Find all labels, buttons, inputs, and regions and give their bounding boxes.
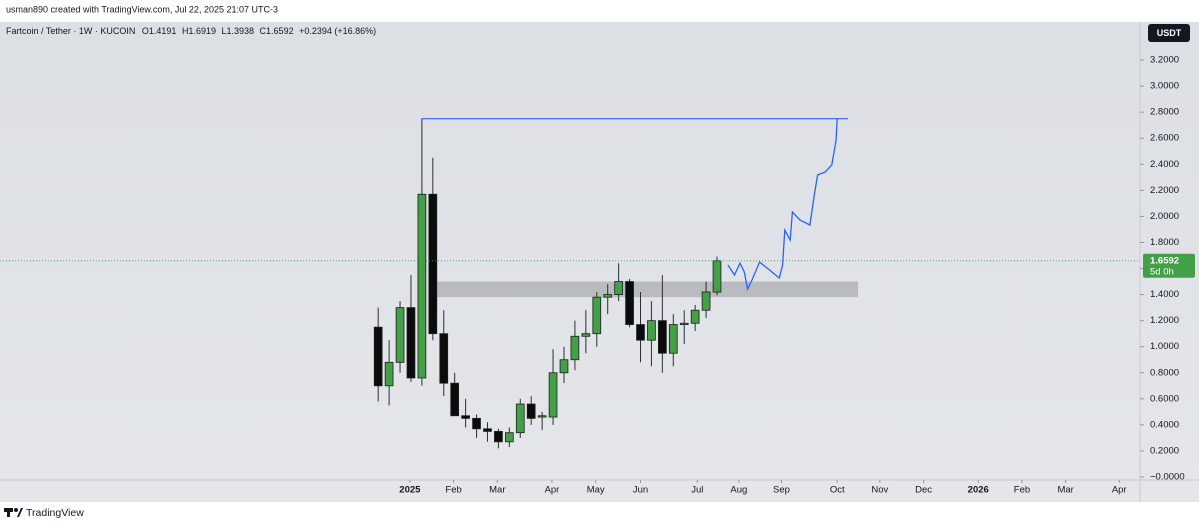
y-tick-label: 2.8000 xyxy=(1150,107,1179,118)
y-tick-label: 2.0000 xyxy=(1150,211,1179,222)
candle-body xyxy=(592,296,602,335)
candle-body xyxy=(406,307,416,379)
attribution: usman890 created with TradingView.com, J… xyxy=(6,4,278,14)
x-tick-label: Apr xyxy=(545,485,560,496)
x-tick-label: Aug xyxy=(730,485,747,496)
x-tick-label: Mar xyxy=(489,485,505,496)
candle-body xyxy=(373,326,383,387)
candle-body xyxy=(581,333,591,337)
candle-body xyxy=(701,291,711,311)
x-tick-label: 2025 xyxy=(399,485,421,496)
ohlc-low: L1.3938 xyxy=(221,26,254,36)
candle-body xyxy=(559,359,569,374)
footer-brand: TradingView xyxy=(26,507,84,519)
candle-body xyxy=(548,372,558,418)
last-price-label: 1.6592 xyxy=(1150,255,1179,266)
candle-body xyxy=(472,417,481,430)
y-tick-label: 2.4000 xyxy=(1150,159,1179,170)
currency-button[interactable] xyxy=(1148,24,1190,42)
x-tick-label: Nov xyxy=(871,485,888,496)
x-tick-label: Jun xyxy=(633,485,648,496)
candle-body xyxy=(439,333,449,384)
currency-button-label[interactable]: USDT xyxy=(1157,28,1182,38)
candle-body xyxy=(570,335,580,361)
footer-logo xyxy=(4,508,23,517)
y-tick-label: 1.8000 xyxy=(1150,237,1179,248)
candle-body xyxy=(505,432,514,443)
last-price-badge xyxy=(1143,253,1195,278)
candle-body xyxy=(428,193,438,335)
candle-body xyxy=(679,322,689,325)
countdown-label: 5d 0h xyxy=(1150,266,1174,277)
ohlc-open: O1.4191 xyxy=(142,26,177,36)
x-tick-label: Apr xyxy=(1112,485,1127,496)
candle-body xyxy=(603,294,613,298)
candle-body xyxy=(625,281,634,325)
y-tick-label: 2.2000 xyxy=(1150,185,1179,196)
candle-body xyxy=(515,403,525,434)
candle-body xyxy=(712,260,722,293)
candle-body xyxy=(395,307,405,363)
candle-body xyxy=(690,309,700,324)
candle-body xyxy=(494,430,503,443)
y-tick-label: 3.2000 xyxy=(1150,55,1179,66)
ohlc-high: H1.6919 xyxy=(182,26,216,36)
candle-body xyxy=(537,415,547,418)
x-tick-label: Sep xyxy=(773,485,790,496)
plot-area xyxy=(373,117,859,449)
change: +0.2394 (+16.86%) xyxy=(299,26,376,36)
x-tick-label: Jul xyxy=(691,485,703,496)
y-tick-label: 1.0000 xyxy=(1150,341,1179,352)
projection-path xyxy=(727,117,838,292)
candle-body xyxy=(658,320,667,354)
symbol: Fartcoin / Tether · 1W · KUCOIN xyxy=(6,26,135,36)
y-tick-label: 3.0000 xyxy=(1150,81,1179,92)
candle-body xyxy=(526,403,536,419)
y-tick-label: 1.2000 xyxy=(1150,315,1179,326)
resistance-zone xyxy=(432,281,859,298)
x-tick-label: Oct xyxy=(830,485,845,496)
ohlc-close: C1.6592 xyxy=(260,26,294,36)
x-tick-label: May xyxy=(587,485,605,496)
x-tick-label: 2026 xyxy=(968,485,989,496)
candle-body xyxy=(614,281,623,295)
candle-body xyxy=(483,428,492,432)
chart-background xyxy=(0,22,1199,502)
x-tick-label: Feb xyxy=(1014,485,1030,496)
candle-body xyxy=(384,361,394,387)
candle-body xyxy=(668,324,678,354)
y-tick-label: 0.4000 xyxy=(1150,419,1179,430)
y-tick-label: 1.4000 xyxy=(1150,289,1179,300)
y-tick-label: 0.6000 xyxy=(1150,393,1179,404)
candle-body xyxy=(417,193,427,379)
x-tick-label: Dec xyxy=(915,485,932,496)
y-tick-label: 2.6000 xyxy=(1150,133,1179,144)
x-tick-label: Mar xyxy=(1057,485,1073,496)
y-tick-label: 0.8000 xyxy=(1150,367,1179,378)
x-tick-label: Feb xyxy=(445,485,461,496)
candle-body xyxy=(636,324,645,341)
symbol-legend: Fartcoin / Tether · 1W · KUCOIN O1.4191 … xyxy=(6,26,376,36)
candle-body xyxy=(450,382,460,417)
y-tick-label: 0.2000 xyxy=(1150,445,1179,456)
y-tick-label: −0.0000 xyxy=(1150,472,1185,483)
candle-body xyxy=(461,415,470,419)
candle-body xyxy=(647,320,656,341)
